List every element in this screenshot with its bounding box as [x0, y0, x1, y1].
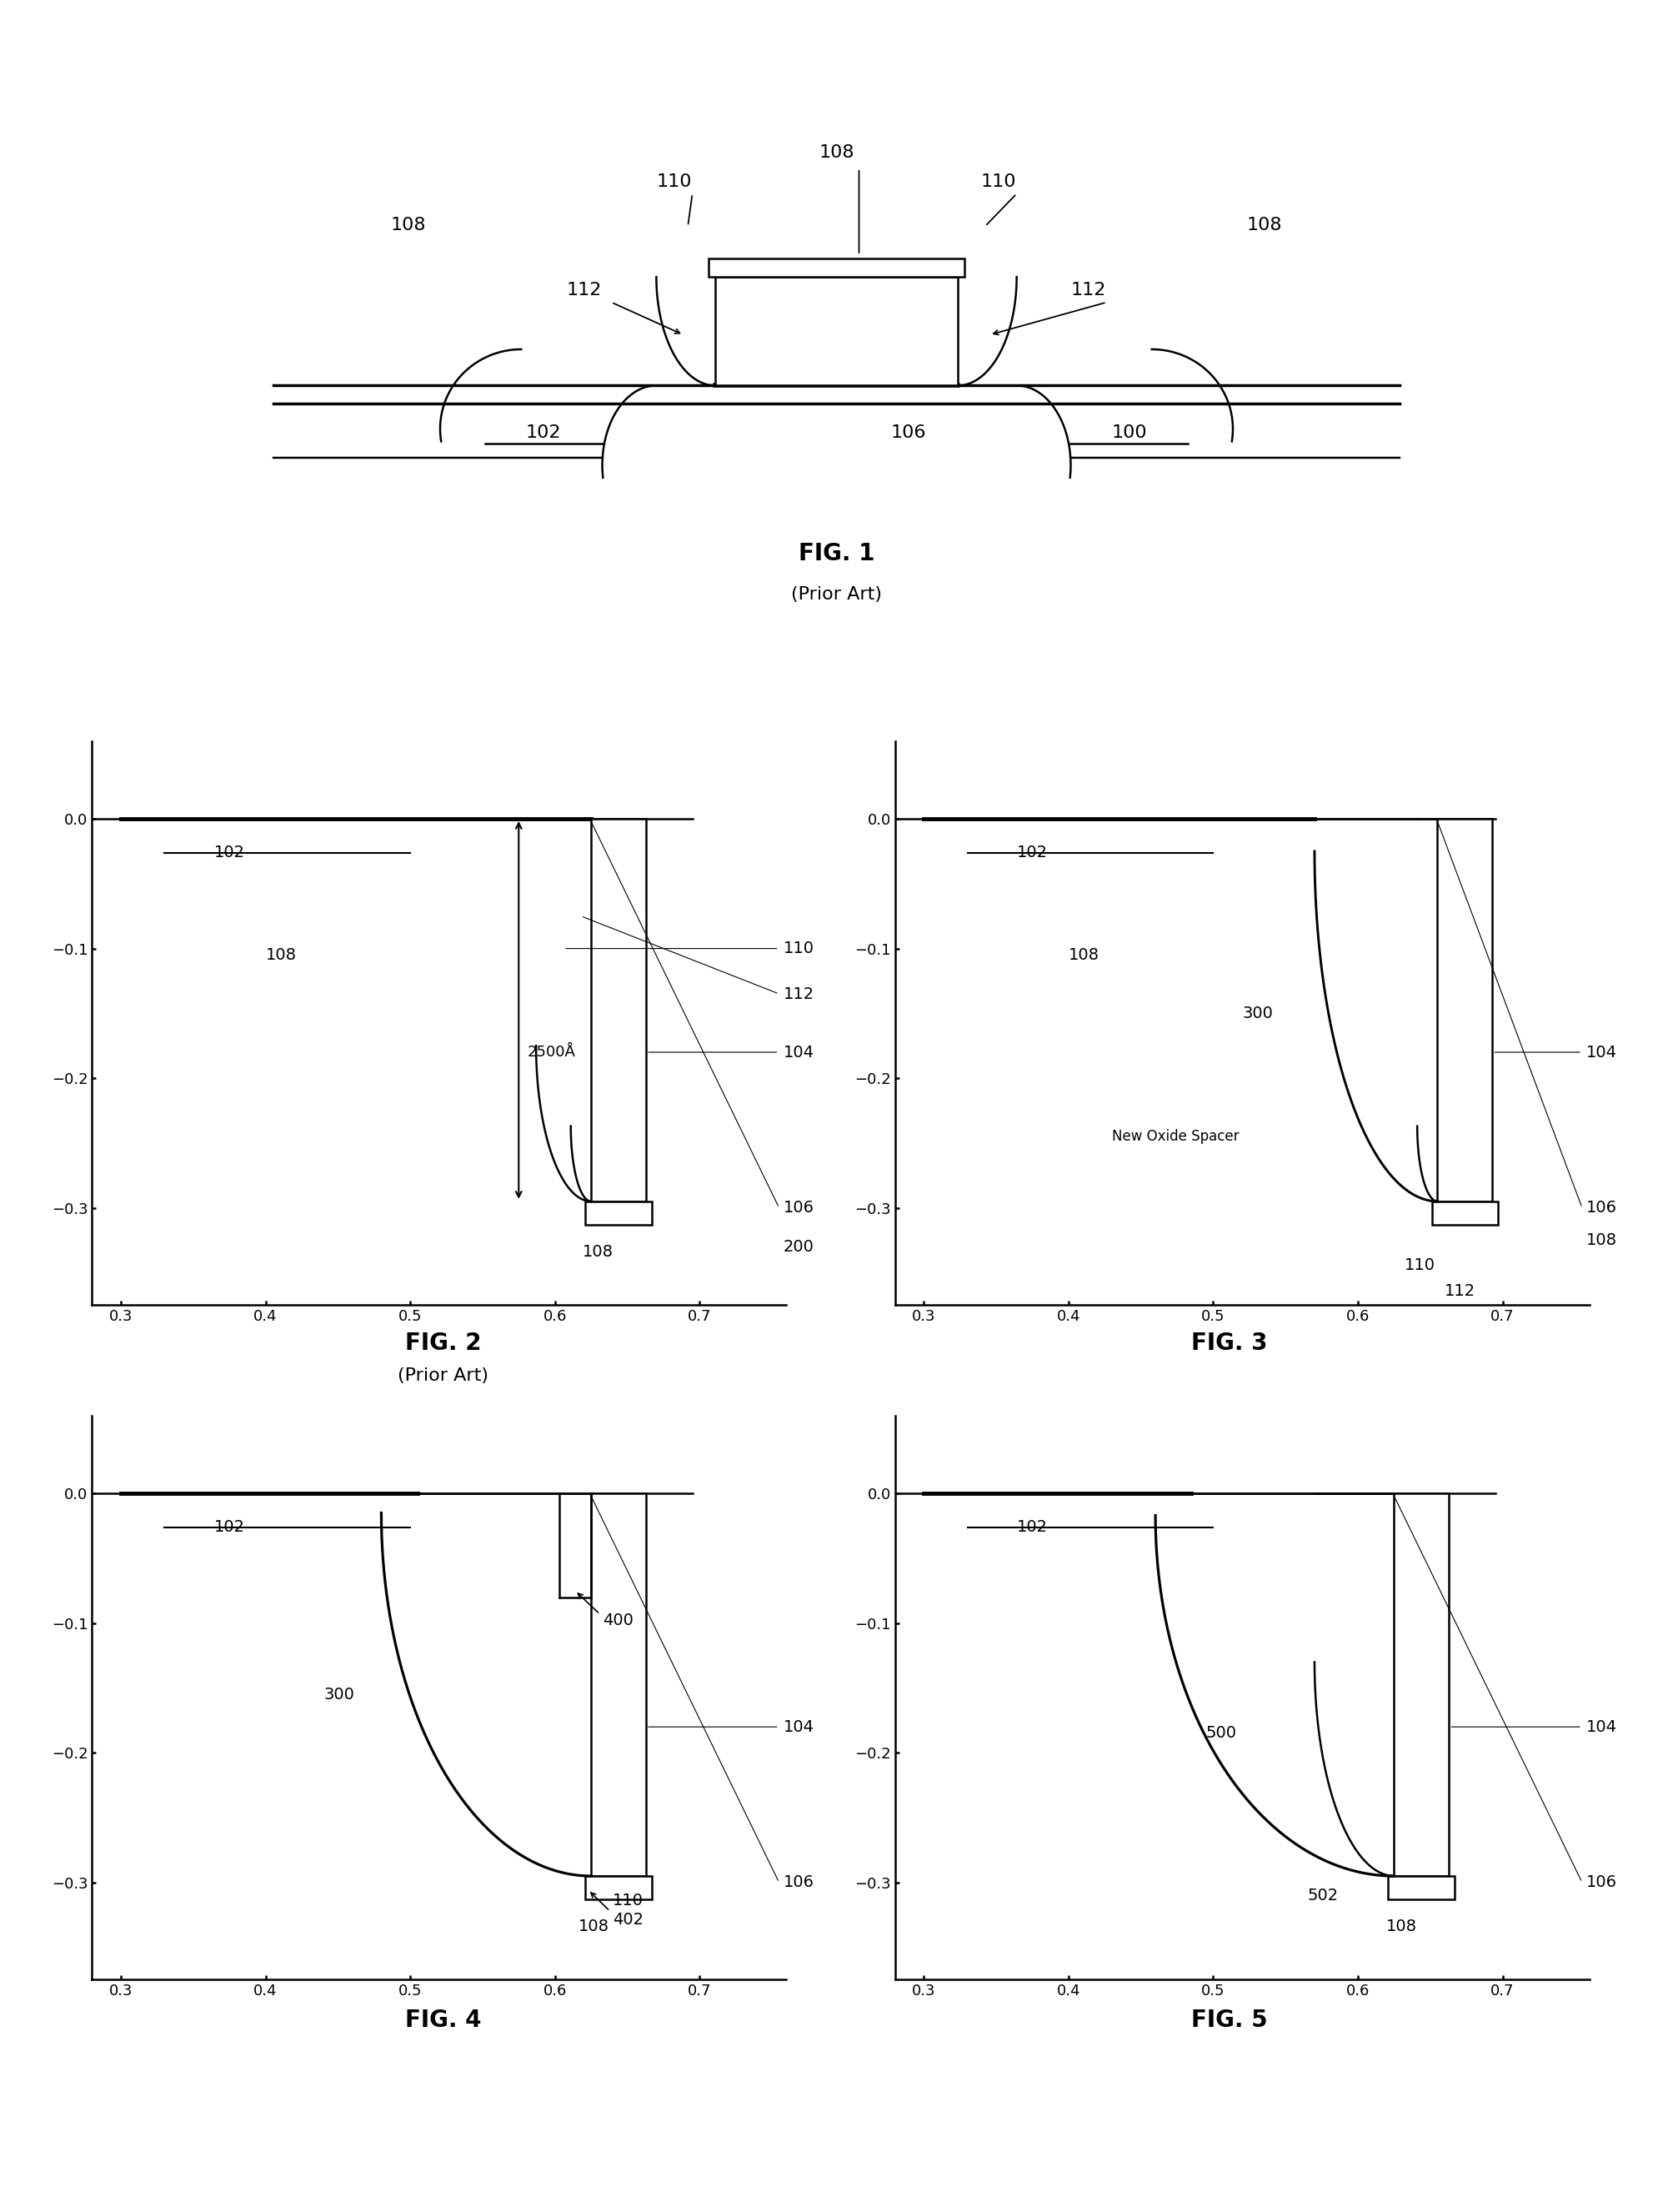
Text: (Prior Art): (Prior Art): [398, 1367, 489, 1385]
Text: 112: 112: [783, 987, 815, 1002]
Text: 104: 104: [783, 1719, 815, 1734]
Text: 500: 500: [1206, 1725, 1236, 1741]
Text: 300: 300: [323, 1686, 355, 1703]
Text: 104: 104: [818, 316, 855, 332]
Text: 106: 106: [890, 425, 925, 440]
Text: 104: 104: [783, 1044, 815, 1060]
Bar: [586, 1876, 652, 1900]
Text: 502: 502: [1307, 1887, 1338, 1902]
Text: 108: 108: [266, 947, 296, 962]
Text: 108: 108: [1246, 217, 1282, 234]
Bar: [586, 1201, 652, 1225]
Text: FIG. 3: FIG. 3: [1191, 1332, 1268, 1356]
Bar: [591, 818, 646, 1201]
Text: 200: 200: [783, 1239, 815, 1254]
Text: 102: 102: [214, 845, 244, 860]
Text: 104: 104: [1586, 1719, 1618, 1734]
Text: 2500Å: 2500Å: [527, 1044, 576, 1060]
Text: 402: 402: [612, 1911, 644, 1929]
Text: 400: 400: [602, 1613, 634, 1628]
Text: FIG. 2: FIG. 2: [405, 1332, 482, 1356]
Bar: [591, 1493, 646, 1876]
Text: 102: 102: [1017, 1520, 1047, 1535]
Text: 102: 102: [214, 1520, 244, 1535]
Text: 110: 110: [980, 173, 1017, 190]
Text: 108: 108: [582, 1243, 614, 1261]
Bar: [708, 259, 965, 276]
Text: 112: 112: [1445, 1283, 1476, 1298]
Bar: [714, 276, 959, 385]
Text: FIG. 4: FIG. 4: [405, 2008, 482, 2033]
Text: 106: 106: [783, 1874, 815, 1891]
Text: 108: 108: [1069, 947, 1099, 962]
Text: 108: 108: [1385, 1918, 1417, 1936]
Text: 106: 106: [783, 1199, 815, 1217]
Text: 108: 108: [818, 144, 855, 161]
Text: 110: 110: [656, 173, 693, 190]
Bar: [1432, 1201, 1499, 1225]
Text: 110: 110: [783, 940, 815, 956]
Text: 108: 108: [391, 217, 427, 234]
Bar: [1437, 818, 1492, 1201]
Text: FIG. 5: FIG. 5: [1191, 2008, 1268, 2033]
Text: 106: 106: [1586, 1199, 1618, 1217]
Text: 300: 300: [1241, 1006, 1273, 1022]
Text: FIG. 1: FIG. 1: [798, 542, 875, 566]
Text: 110: 110: [1405, 1256, 1435, 1272]
Text: New Oxide Spacer: New Oxide Spacer: [1113, 1128, 1240, 1144]
Text: 108: 108: [1586, 1232, 1618, 1248]
Text: 112: 112: [567, 281, 602, 299]
Bar: [1394, 1493, 1449, 1876]
Text: 112: 112: [1071, 281, 1106, 299]
Text: 106: 106: [1586, 1874, 1618, 1891]
Text: 100: 100: [1111, 425, 1148, 440]
Text: 108: 108: [579, 1918, 609, 1936]
Text: (Prior Art): (Prior Art): [791, 586, 882, 604]
Bar: [1389, 1876, 1456, 1900]
Text: 104: 104: [1586, 1044, 1618, 1060]
Text: 102: 102: [1017, 845, 1047, 860]
Text: 102: 102: [525, 425, 562, 440]
Text: 110: 110: [612, 1893, 644, 1909]
